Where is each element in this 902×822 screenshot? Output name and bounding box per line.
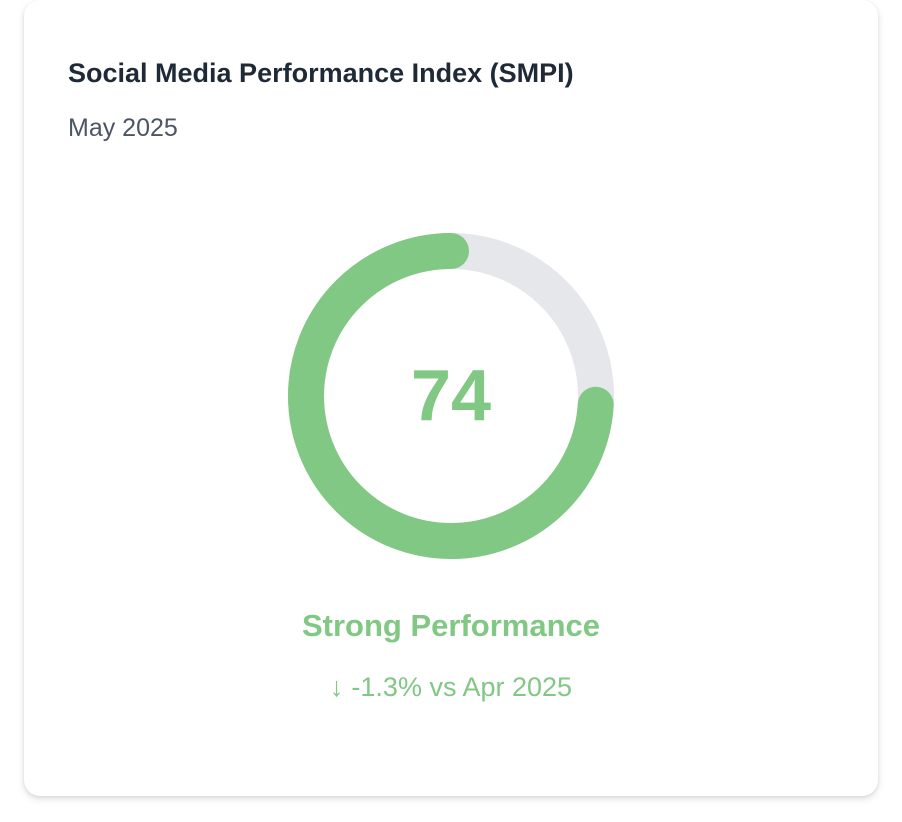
comparison-change: ↓ -1.3% vs Apr 2025 xyxy=(24,672,878,703)
smpi-card: Social Media Performance Index (SMPI) Ma… xyxy=(24,0,878,796)
comparison-text: -1.3% vs Apr 2025 xyxy=(351,672,573,702)
arrow-down-icon: ↓ xyxy=(329,672,344,702)
card-title: Social Media Performance Index (SMPI) xyxy=(68,58,574,88)
gauge-score: 74 xyxy=(410,356,492,436)
performance-status: Strong Performance xyxy=(301,608,600,643)
score-gauge: 74 xyxy=(288,233,614,559)
gauge-fill xyxy=(288,233,614,559)
card-period: May 2025 xyxy=(68,114,178,142)
